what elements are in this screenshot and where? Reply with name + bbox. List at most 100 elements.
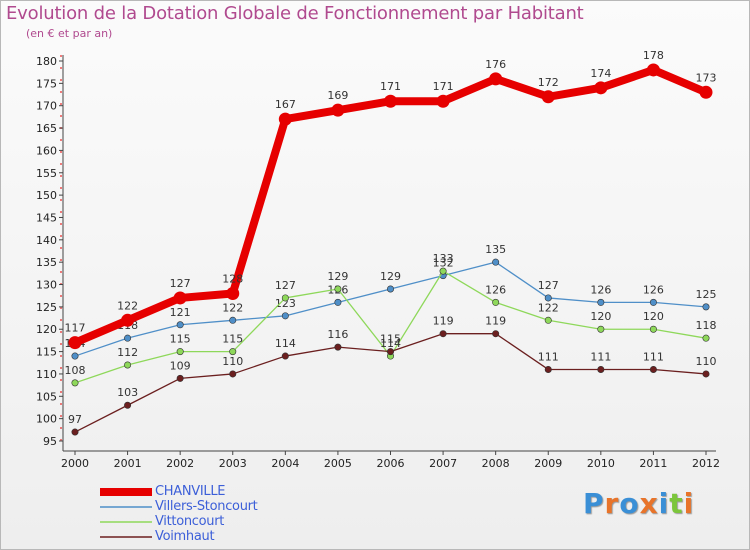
data-label-voimhaut: 114 — [275, 337, 296, 350]
data-point-chanville — [541, 90, 555, 104]
x-tick-label: 2003 — [219, 457, 247, 470]
data-point-villers-stoncourt — [334, 298, 342, 306]
data-point-villers-stoncourt — [544, 294, 552, 302]
data-point-chanville — [226, 286, 240, 300]
data-point-voimhaut — [229, 370, 237, 378]
data-point-chanville — [384, 94, 397, 108]
y-tick-label: 140 — [36, 234, 57, 247]
logo-letter: t — [669, 487, 684, 520]
logo-letter: r — [604, 487, 620, 520]
data-point-chanville — [489, 72, 503, 86]
data-label-vittoncourt: 133 — [433, 252, 454, 265]
x-tick-label: 2011 — [639, 457, 667, 470]
y-tick-label: 175 — [36, 77, 57, 90]
legend-label: CHANVILLE — [155, 484, 226, 499]
y-tick-label: 150 — [36, 189, 57, 202]
data-point-voimhaut — [597, 365, 605, 373]
chart-title: Evolution de la Dotation Globale de Fonc… — [6, 3, 584, 24]
data-label-chanville: 128 — [222, 272, 243, 285]
data-point-vittoncourt — [334, 285, 342, 293]
data-point-vittoncourt — [281, 294, 289, 302]
data-label-vittoncourt: 120 — [590, 310, 611, 323]
data-point-vittoncourt — [492, 298, 500, 306]
legend-label: Voimhaut — [155, 529, 215, 544]
x-tick-label: 2002 — [166, 457, 194, 470]
data-point-villers-stoncourt — [386, 285, 394, 293]
data-label-vittoncourt: 115 — [170, 333, 191, 346]
data-label-chanville: 176 — [485, 58, 506, 71]
data-label-voimhaut: 110 — [696, 355, 717, 368]
data-label-vittoncourt: 118 — [696, 319, 717, 332]
data-point-vittoncourt — [702, 334, 710, 342]
y-tick-label: 180 — [36, 55, 57, 68]
data-point-chanville — [121, 313, 135, 327]
data-label-voimhaut: 119 — [485, 315, 506, 328]
data-point-villers-stoncourt — [492, 258, 500, 266]
logo-letter: i — [683, 487, 695, 520]
x-tick-label: 2009 — [534, 457, 562, 470]
data-point-voimhaut — [281, 352, 289, 360]
data-label-voimhaut: 111 — [643, 350, 664, 363]
x-tick-label: 2012 — [692, 457, 720, 470]
data-label-vittoncourt: 115 — [222, 333, 243, 346]
x-tick-label: 2005 — [324, 457, 352, 470]
data-label-villers-stoncourt: 125 — [696, 288, 717, 301]
data-point-vittoncourt — [649, 325, 657, 333]
legend-swatch-voimhaut — [100, 535, 152, 538]
chart-subtitle: (en € et par an) — [26, 27, 113, 40]
y-tick-label: 110 — [36, 368, 57, 381]
data-point-villers-stoncourt — [597, 298, 605, 306]
data-label-chanville: 171 — [433, 80, 454, 93]
data-point-villers-stoncourt — [229, 316, 237, 324]
series-line-chanville — [73, 65, 708, 347]
data-label-chanville: 127 — [170, 277, 191, 290]
legend-item-voimhaut[interactable]: Voimhaut — [100, 529, 257, 544]
data-label-villers-stoncourt: 121 — [170, 306, 191, 319]
data-label-villers-stoncourt: 126 — [590, 283, 611, 296]
data-point-voimhaut — [124, 401, 132, 409]
data-point-villers-stoncourt — [281, 312, 289, 320]
legend-item-villers-stoncourt[interactable]: Villers-Stoncourt — [100, 499, 258, 514]
data-label-villers-stoncourt: 126 — [643, 283, 664, 296]
x-tick-label: 2007 — [429, 457, 457, 470]
logo-letter: o — [619, 487, 640, 520]
data-label-chanville: 169 — [327, 89, 348, 102]
data-label-chanville: 174 — [590, 67, 611, 80]
data-point-villers-stoncourt — [702, 303, 710, 311]
data-label-chanville: 122 — [117, 299, 138, 312]
data-point-chanville — [278, 112, 292, 126]
data-point-voimhaut — [176, 374, 184, 382]
y-tick-label: 95 — [43, 435, 57, 448]
data-point-villers-stoncourt — [124, 334, 132, 342]
data-label-chanville: 167 — [275, 98, 296, 111]
y-tick-label: 160 — [36, 144, 57, 157]
data-point-voimhaut — [386, 348, 394, 356]
data-label-chanville: 173 — [696, 71, 717, 84]
y-tick-label: 130 — [36, 279, 57, 292]
data-point-vittoncourt — [597, 325, 605, 333]
data-point-voimhaut — [492, 330, 500, 338]
legend-item-chanville[interactable]: CHANVILLE — [100, 484, 257, 499]
y-tick-label: 170 — [36, 100, 57, 113]
y-tick-label: 100 — [36, 413, 57, 426]
data-point-chanville — [173, 291, 187, 305]
x-tick-label: 2006 — [377, 457, 405, 470]
line-chart: 95 100 105 110 115 120 125 130 135 140 145 150 155 16… — [36, 49, 720, 470]
legend-item-vittoncourt[interactable]: Vittoncourt — [100, 514, 257, 529]
data-point-vittoncourt — [229, 348, 237, 356]
data-label-voimhaut: 115 — [380, 333, 401, 346]
data-label-villers-stoncourt: 135 — [485, 243, 506, 256]
data-label-voimhaut: 119 — [433, 315, 454, 328]
data-label-villers-stoncourt: 122 — [222, 301, 243, 314]
y-tick-label: 145 — [36, 211, 57, 224]
proxiti-logo: Proxiti — [583, 487, 694, 520]
legend-swatch-vittoncourt — [100, 520, 152, 523]
data-point-chanville — [699, 85, 713, 99]
logo-letter: P — [583, 487, 605, 520]
y-tick-label: 155 — [36, 167, 57, 180]
data-label-voimhaut: 97 — [68, 413, 82, 426]
x-tick-label: 2000 — [61, 457, 89, 470]
data-label-chanville: 171 — [380, 80, 401, 93]
data-label-vittoncourt: 126 — [485, 283, 506, 296]
